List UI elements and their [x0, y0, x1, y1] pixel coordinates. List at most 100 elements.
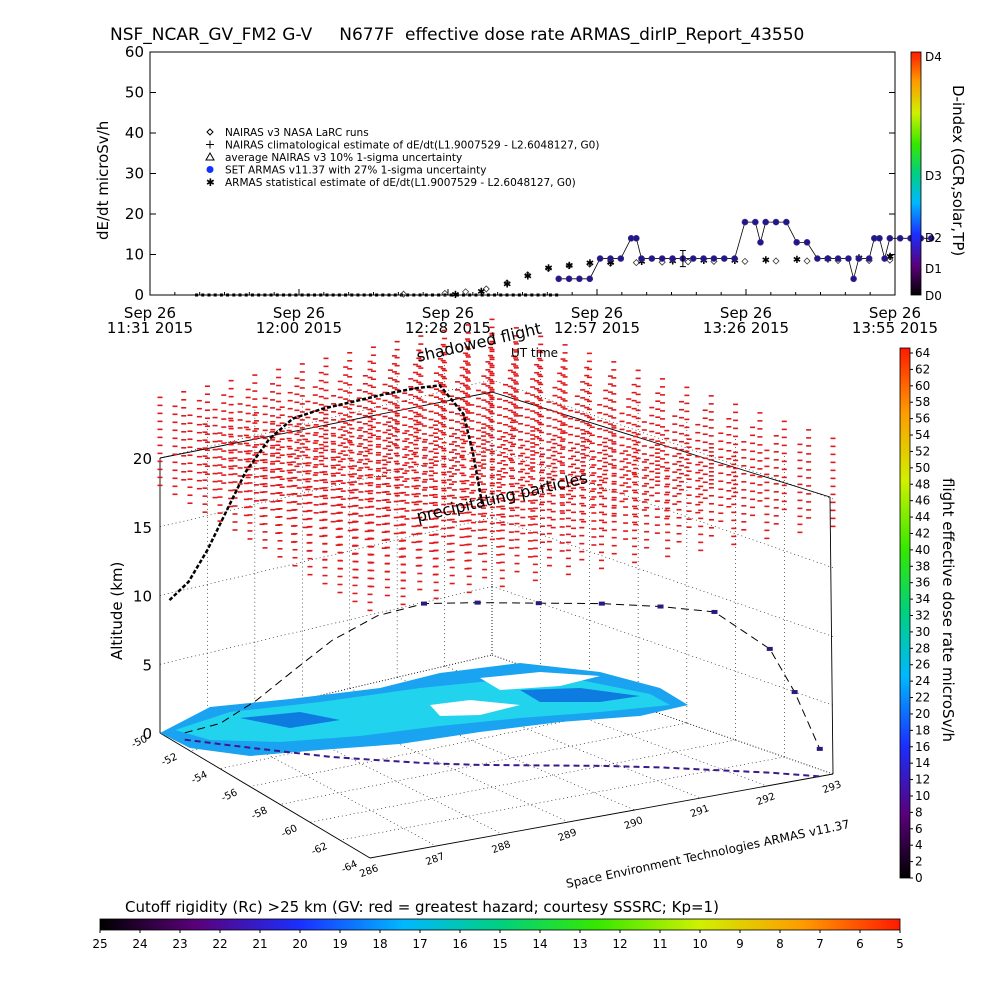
baseline-point: [362, 293, 366, 297]
armas-point: [710, 255, 718, 262]
y-tick-label: 40: [125, 124, 144, 142]
x-tick-date: Sep 26: [422, 304, 474, 322]
baseline-point: [344, 293, 348, 297]
rigidity-cb-tick: 22: [212, 937, 227, 951]
dose-cb-tick: 4: [915, 838, 923, 852]
baseline-point: [505, 293, 509, 297]
baseline-point: [486, 293, 490, 297]
legend-symbol-circle: [206, 166, 214, 173]
dindex-colorbar-ticks: D4 D3 D2 D1 D0: [925, 50, 942, 303]
bottom-caption: Cutoff rigidity (Rc) >25 km (GV: red = g…: [125, 898, 719, 916]
armas-line: [558, 221, 932, 280]
rigidity-cb-tick: 25: [92, 937, 107, 951]
nairas-point: [482, 285, 490, 293]
dose-colorbar: [899, 347, 911, 879]
armas-point: [834, 255, 842, 262]
y-tick-label: 30: [125, 165, 144, 183]
armas-point: [607, 255, 614, 262]
rigidity-cb-tick: 11: [652, 937, 667, 951]
baseline-point: [313, 293, 317, 297]
x-tick-date: Sep 26: [273, 304, 325, 322]
baseline-point: [548, 293, 552, 297]
rigidity-cb-tick: 21: [252, 937, 267, 951]
baseline-point: [219, 293, 223, 297]
armas-point: [865, 255, 873, 262]
dose-cb-tick: 14: [915, 756, 930, 770]
armas-stat-point: ✱: [637, 257, 645, 268]
dose-cb-tick: 22: [915, 691, 930, 705]
baseline-point: [232, 293, 236, 297]
rigidity-colorbar-ticks: 25 24 23 22 21 20 19 18 17 16 15 14 13 12 11 10 9 8 7 6 5: [92, 930, 904, 951]
armas-point: [845, 255, 852, 262]
baseline-point: [281, 293, 285, 297]
baseline-point: [480, 293, 484, 297]
legend-symbol-plus: [206, 140, 214, 149]
legend-label: NAIRAS climatological estimate of dE/dt(…: [225, 140, 599, 152]
dose-cb-tick: 36: [915, 576, 930, 590]
baseline-point: [356, 293, 360, 297]
ground-rigidity-map: [160, 663, 688, 756]
grid-line: [159, 517, 493, 596]
nairas-point: [886, 256, 894, 264]
track-wall-projection: [168, 384, 484, 602]
rigidity-cb-tick: 5: [896, 937, 904, 951]
baseline-point: [350, 293, 354, 297]
altitude-tick: 0: [142, 725, 152, 743]
dose-cb-tick: 24: [915, 674, 930, 688]
dose-cb-tick: 34: [915, 592, 930, 606]
y-tick-label: 0: [134, 286, 144, 304]
baseline-point: [462, 293, 466, 297]
armas-point: [669, 255, 676, 262]
nairas-point: [441, 289, 449, 297]
dose-colorbar-ticks: 0246810121416182022242628303234363840424…: [910, 346, 930, 885]
dose-colorbar-label: flight effective dose rate microSv/h: [939, 478, 957, 742]
baseline-point: [325, 293, 329, 297]
dindex-colorbar-label: D-index (GCR,solar,TP): [949, 85, 967, 256]
baseline-point: [468, 293, 472, 297]
altitude-tick: 5: [142, 656, 152, 674]
grid-line: [207, 721, 437, 847]
armas-stat-point: ✱: [565, 261, 573, 272]
baseline-point: [511, 293, 515, 297]
latitude-tick: -62: [310, 841, 329, 858]
armas-stat-point: ✱: [606, 258, 614, 269]
armas-point: [638, 255, 645, 262]
altitude-label: Altitude (km): [108, 562, 126, 660]
dose-cb-tick: 62: [915, 362, 930, 376]
track-ground-projection: [184, 738, 820, 778]
armas-point: [793, 239, 801, 246]
baseline-point: [319, 293, 323, 297]
dose-cb-tick: 18: [915, 723, 930, 737]
x-tick-date: Sep 26: [124, 304, 176, 322]
baseline-point: [238, 293, 242, 297]
grid-line: [491, 448, 834, 569]
armas-point: [576, 275, 583, 283]
baseline-point: [387, 293, 391, 297]
rigidity-cb-tick: 14: [532, 937, 547, 951]
track-point: [598, 601, 605, 606]
armas-point: [896, 235, 904, 242]
baseline-point: [269, 293, 273, 297]
armas-point: [855, 255, 863, 262]
latitude-tick: -60: [280, 823, 299, 840]
longitude-tick: 289: [557, 827, 579, 844]
armas-point: [555, 275, 563, 283]
baseline-point: [455, 293, 459, 297]
armas-point: [617, 255, 625, 262]
grid-line: [339, 756, 785, 841]
armas-point: [876, 235, 883, 242]
armas-point: [596, 255, 604, 262]
baseline-point: [213, 293, 217, 297]
grid-line: [491, 585, 834, 706]
x-tick-time: 11:31 2015: [107, 319, 193, 337]
dose-cb-tick: 20: [915, 707, 930, 721]
latitude-tick: -58: [250, 805, 269, 822]
armas-point: [881, 255, 888, 262]
rigidity-cb-tick: 12: [612, 937, 627, 951]
longitude-tick: 293: [821, 779, 843, 796]
armas-stat-point: ✱: [762, 255, 770, 266]
baseline-point: [201, 293, 205, 297]
nairas-point: [632, 259, 640, 267]
